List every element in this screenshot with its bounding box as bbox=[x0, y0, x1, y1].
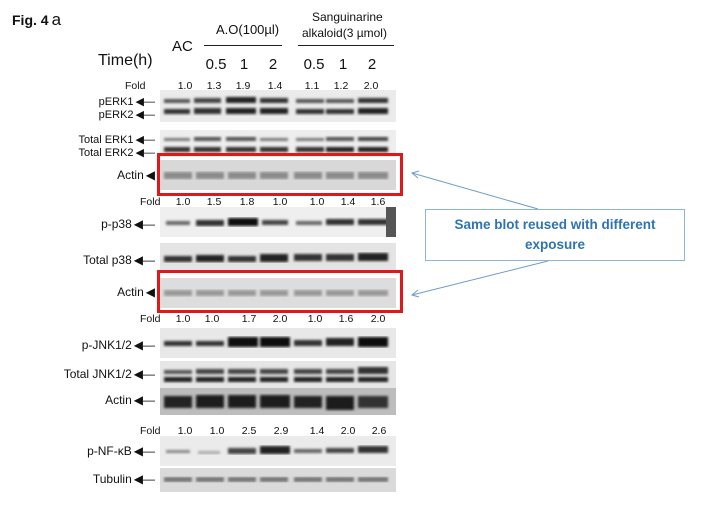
blot-p-p38 bbox=[160, 207, 396, 237]
band-label-p-p38: p-p38 ◀— bbox=[101, 217, 155, 231]
band-label-actin-3: Actin ◀— bbox=[105, 393, 155, 407]
fold-value: 1.6 bbox=[370, 196, 386, 208]
fold-value: 1.4 bbox=[340, 196, 356, 208]
sanguinarine-group-underline bbox=[298, 45, 394, 46]
arrow-head-icon bbox=[410, 170, 420, 179]
fold-value: 1.0 bbox=[177, 80, 193, 92]
arrow-left-icon: ◀ bbox=[145, 285, 155, 299]
time-point: 1 bbox=[239, 56, 249, 73]
arrow-head-icon bbox=[410, 289, 420, 298]
band-label-total-jnk: Total JNK1/2 ◀— bbox=[63, 367, 155, 381]
arrow-left-icon: ◀— bbox=[133, 367, 155, 381]
ac-header: AC bbox=[172, 38, 193, 55]
time-point: 2 bbox=[367, 56, 377, 73]
band-label-total-p38: Total p38 ◀— bbox=[83, 253, 155, 267]
fold-label: Fold bbox=[140, 313, 161, 325]
arrow-left-icon: ◀— bbox=[135, 109, 155, 121]
fold-value: 2.6 bbox=[371, 425, 387, 437]
fold-value: 1.0 bbox=[204, 313, 220, 325]
band-label-perk1: pERK1 ◀— bbox=[98, 96, 155, 108]
fold-value: 1.1 bbox=[304, 80, 320, 92]
fold-value: 2.9 bbox=[273, 425, 289, 437]
blot-actin-2 bbox=[160, 278, 396, 308]
figure-number: Fig. 4 bbox=[12, 12, 49, 28]
arrow-left-icon: ◀— bbox=[135, 147, 155, 159]
fold-value: 1.4 bbox=[267, 80, 283, 92]
sanguinarine-header-line1: Sanguinarine bbox=[312, 10, 383, 24]
arrow-left-icon: ◀— bbox=[133, 338, 155, 352]
fold-value: 1.6 bbox=[338, 313, 354, 325]
fold-row: 1.0 1.3 1.9 1.4 1.1 1.2 2.0 bbox=[0, 80, 705, 94]
connector-line-top bbox=[411, 172, 539, 210]
fold-label: Fold bbox=[140, 196, 161, 208]
fold-value: 2.0 bbox=[363, 80, 379, 92]
band-label-p-nfkb: p-NF-κB ◀— bbox=[87, 444, 155, 458]
fold-row: 1.0 1.0 1.7 2.0 1.0 1.6 2.0 bbox=[0, 313, 705, 327]
fold-value: 1.0 bbox=[307, 313, 323, 325]
fold-value: 1.0 bbox=[175, 313, 191, 325]
blot-p-jnk bbox=[160, 328, 396, 358]
time-point: 1 bbox=[338, 56, 348, 73]
highlight-box-actin-1 bbox=[157, 153, 403, 196]
time-point: 2 bbox=[268, 56, 278, 73]
fold-value: 1.2 bbox=[333, 80, 349, 92]
band-label-actin-1: Actin ◀ bbox=[117, 168, 155, 182]
fold-value: 1.3 bbox=[206, 80, 222, 92]
arrow-left-icon: ◀— bbox=[133, 393, 155, 407]
arrow-left-icon: ◀— bbox=[133, 444, 155, 458]
fold-value: 2.5 bbox=[241, 425, 257, 437]
blot-total-jnk bbox=[160, 361, 396, 388]
band-label-perk2: pERK2 ◀— bbox=[98, 109, 155, 121]
blot-p-nfkb bbox=[160, 436, 396, 466]
time-points-row: 0.5 1 2 0.5 1 2 bbox=[0, 56, 705, 74]
fold-value: 1.0 bbox=[175, 196, 191, 208]
time-label: Time(h) bbox=[98, 52, 153, 69]
fold-value: 1.4 bbox=[309, 425, 325, 437]
blot-perk bbox=[160, 90, 396, 122]
arrow-left-icon: ◀— bbox=[135, 96, 155, 108]
ao-group-underline bbox=[204, 45, 282, 46]
blot-tubulin bbox=[160, 468, 396, 492]
fold-label: Fold bbox=[125, 80, 146, 92]
fold-value: 1.9 bbox=[235, 80, 251, 92]
arrow-left-icon: ◀ bbox=[145, 168, 155, 182]
band-label-total-erk1: Total ERK1 ◀— bbox=[78, 134, 156, 146]
band-label-total-erk2: Total ERK2 ◀— bbox=[78, 147, 156, 159]
time-point: 0.5 bbox=[303, 56, 325, 73]
annotation-callout: Same blot reused with different exposure bbox=[425, 209, 685, 261]
fold-value: 1.0 bbox=[177, 425, 193, 437]
arrow-left-icon: ◀— bbox=[133, 253, 155, 267]
sanguinarine-header-line2: alkaloid(3 µmol) bbox=[302, 26, 387, 40]
fold-value: 2.0 bbox=[272, 313, 288, 325]
band-label-actin-2: Actin ◀ bbox=[117, 285, 155, 299]
blot-actin-1 bbox=[160, 160, 396, 190]
blot-total-erk bbox=[160, 130, 396, 157]
fold-value: 2.0 bbox=[370, 313, 386, 325]
fold-value: 1.0 bbox=[272, 196, 288, 208]
blot-total-p38 bbox=[160, 243, 396, 273]
arrow-left-icon: ◀— bbox=[133, 472, 155, 486]
fold-value: 2.0 bbox=[340, 425, 356, 437]
fold-label: Fold bbox=[140, 425, 161, 437]
arrow-left-icon: ◀— bbox=[135, 134, 155, 146]
fold-value: 1.8 bbox=[239, 196, 255, 208]
blot-actin-3 bbox=[160, 388, 396, 415]
connector-line-bottom bbox=[411, 260, 549, 296]
ao-group-header: A.O(100µl) bbox=[216, 22, 280, 37]
band-label-tubulin: Tubulin ◀— bbox=[92, 472, 155, 486]
fold-value: 1.0 bbox=[309, 196, 325, 208]
fold-value: 1.5 bbox=[206, 196, 222, 208]
fold-row: 1.0 1.5 1.8 1.0 1.0 1.4 1.6 bbox=[0, 196, 705, 210]
figure-panel-letter: a bbox=[51, 10, 62, 29]
highlight-box-actin-2 bbox=[157, 270, 403, 313]
fold-row: 1.0 1.0 2.5 2.9 1.4 2.0 2.6 bbox=[0, 425, 705, 439]
band-label-p-jnk: p-JNK1/2 ◀— bbox=[81, 338, 155, 352]
fold-value: 1.0 bbox=[209, 425, 225, 437]
arrow-left-icon: ◀— bbox=[133, 217, 155, 231]
time-point: 0.5 bbox=[205, 56, 227, 73]
fold-value: 1.7 bbox=[241, 313, 257, 325]
